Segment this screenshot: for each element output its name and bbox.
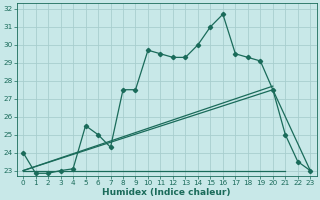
X-axis label: Humidex (Indice chaleur): Humidex (Indice chaleur) xyxy=(102,188,231,197)
